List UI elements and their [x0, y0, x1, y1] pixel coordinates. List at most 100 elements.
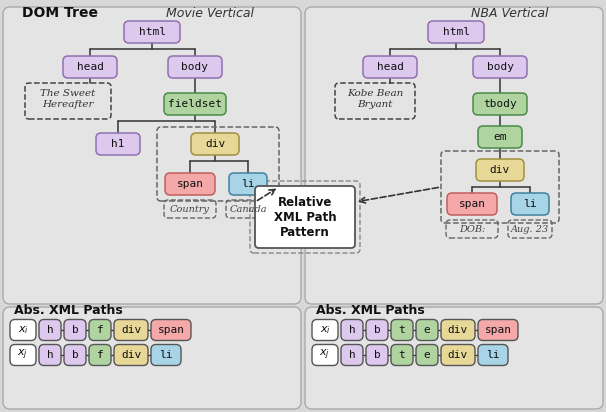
FancyBboxPatch shape	[478, 319, 518, 340]
Text: Country: Country	[170, 204, 210, 213]
Text: head: head	[376, 62, 404, 72]
FancyBboxPatch shape	[151, 319, 191, 340]
Text: e: e	[424, 325, 430, 335]
FancyBboxPatch shape	[511, 193, 549, 215]
FancyBboxPatch shape	[478, 344, 508, 365]
FancyBboxPatch shape	[229, 173, 267, 195]
Text: div: div	[121, 325, 141, 335]
FancyBboxPatch shape	[447, 193, 497, 215]
FancyBboxPatch shape	[312, 344, 338, 365]
FancyBboxPatch shape	[165, 173, 215, 195]
Text: f: f	[96, 350, 104, 360]
Text: body: body	[182, 62, 208, 72]
Text: NBA Vertical: NBA Vertical	[471, 7, 549, 19]
FancyBboxPatch shape	[416, 344, 438, 365]
Text: Aug. 23: Aug. 23	[511, 225, 549, 234]
FancyBboxPatch shape	[64, 319, 86, 340]
Text: Kobe Bean
Bryant: Kobe Bean Bryant	[347, 89, 403, 109]
Text: tbody: tbody	[483, 99, 517, 109]
Text: t: t	[399, 325, 405, 335]
Text: div: div	[121, 350, 141, 360]
Text: Abs. XML Paths: Abs. XML Paths	[14, 304, 123, 318]
FancyBboxPatch shape	[89, 319, 111, 340]
Text: DOM Tree: DOM Tree	[22, 6, 98, 20]
FancyBboxPatch shape	[10, 319, 36, 340]
Text: li: li	[241, 179, 255, 189]
Text: em: em	[493, 132, 507, 142]
Text: span: span	[158, 325, 184, 335]
FancyBboxPatch shape	[89, 344, 111, 365]
Text: b: b	[374, 350, 381, 360]
Text: span: span	[176, 179, 204, 189]
FancyBboxPatch shape	[341, 344, 363, 365]
FancyBboxPatch shape	[151, 344, 181, 365]
Text: h1: h1	[112, 139, 125, 149]
Text: The Sweet
Hereafter: The Sweet Hereafter	[41, 89, 96, 109]
Text: h: h	[47, 325, 53, 335]
Text: h: h	[47, 350, 53, 360]
FancyBboxPatch shape	[305, 7, 603, 304]
FancyBboxPatch shape	[305, 307, 603, 409]
FancyBboxPatch shape	[114, 344, 148, 365]
FancyBboxPatch shape	[441, 319, 475, 340]
Text: Abs. XML Paths: Abs. XML Paths	[316, 304, 425, 318]
Text: li: li	[486, 350, 500, 360]
Text: Movie Vertical: Movie Vertical	[166, 7, 254, 19]
FancyBboxPatch shape	[164, 93, 226, 115]
FancyBboxPatch shape	[63, 56, 117, 78]
FancyBboxPatch shape	[96, 133, 140, 155]
Text: e: e	[424, 350, 430, 360]
Text: body: body	[487, 62, 513, 72]
Text: $x_i$: $x_i$	[18, 324, 28, 336]
FancyBboxPatch shape	[312, 319, 338, 340]
FancyBboxPatch shape	[64, 344, 86, 365]
FancyBboxPatch shape	[416, 319, 438, 340]
FancyBboxPatch shape	[478, 126, 522, 148]
FancyBboxPatch shape	[441, 344, 475, 365]
Text: t: t	[399, 350, 405, 360]
Text: b: b	[72, 350, 78, 360]
Text: $x_j$: $x_j$	[319, 348, 330, 362]
Text: span: span	[459, 199, 485, 209]
FancyBboxPatch shape	[473, 93, 527, 115]
Text: fieldset: fieldset	[168, 99, 222, 109]
Text: DOB:: DOB:	[459, 225, 485, 234]
FancyBboxPatch shape	[363, 56, 417, 78]
Text: div: div	[490, 165, 510, 175]
FancyBboxPatch shape	[255, 186, 355, 248]
FancyBboxPatch shape	[3, 7, 301, 304]
Text: b: b	[374, 325, 381, 335]
Text: h: h	[348, 325, 355, 335]
Text: b: b	[72, 325, 78, 335]
FancyBboxPatch shape	[10, 344, 36, 365]
Text: div: div	[448, 350, 468, 360]
Text: li: li	[159, 350, 173, 360]
Text: div: div	[205, 139, 225, 149]
FancyBboxPatch shape	[366, 319, 388, 340]
Text: h: h	[348, 350, 355, 360]
FancyBboxPatch shape	[39, 344, 61, 365]
Text: Relative
XML Path
Pattern: Relative XML Path Pattern	[274, 196, 336, 239]
Text: f: f	[96, 325, 104, 335]
FancyBboxPatch shape	[341, 319, 363, 340]
Text: html: html	[139, 27, 165, 37]
Text: head: head	[76, 62, 104, 72]
FancyBboxPatch shape	[391, 319, 413, 340]
FancyBboxPatch shape	[168, 56, 222, 78]
Text: $x_j$: $x_j$	[18, 348, 28, 362]
Text: Canada: Canada	[229, 204, 267, 213]
FancyBboxPatch shape	[391, 344, 413, 365]
FancyBboxPatch shape	[366, 344, 388, 365]
Text: $x_i$: $x_i$	[319, 324, 330, 336]
FancyBboxPatch shape	[473, 56, 527, 78]
FancyBboxPatch shape	[3, 307, 301, 409]
Text: html: html	[442, 27, 470, 37]
FancyBboxPatch shape	[191, 133, 239, 155]
FancyBboxPatch shape	[39, 319, 61, 340]
FancyBboxPatch shape	[476, 159, 524, 181]
Text: span: span	[485, 325, 511, 335]
FancyBboxPatch shape	[114, 319, 148, 340]
Text: li: li	[523, 199, 537, 209]
FancyBboxPatch shape	[428, 21, 484, 43]
FancyBboxPatch shape	[124, 21, 180, 43]
